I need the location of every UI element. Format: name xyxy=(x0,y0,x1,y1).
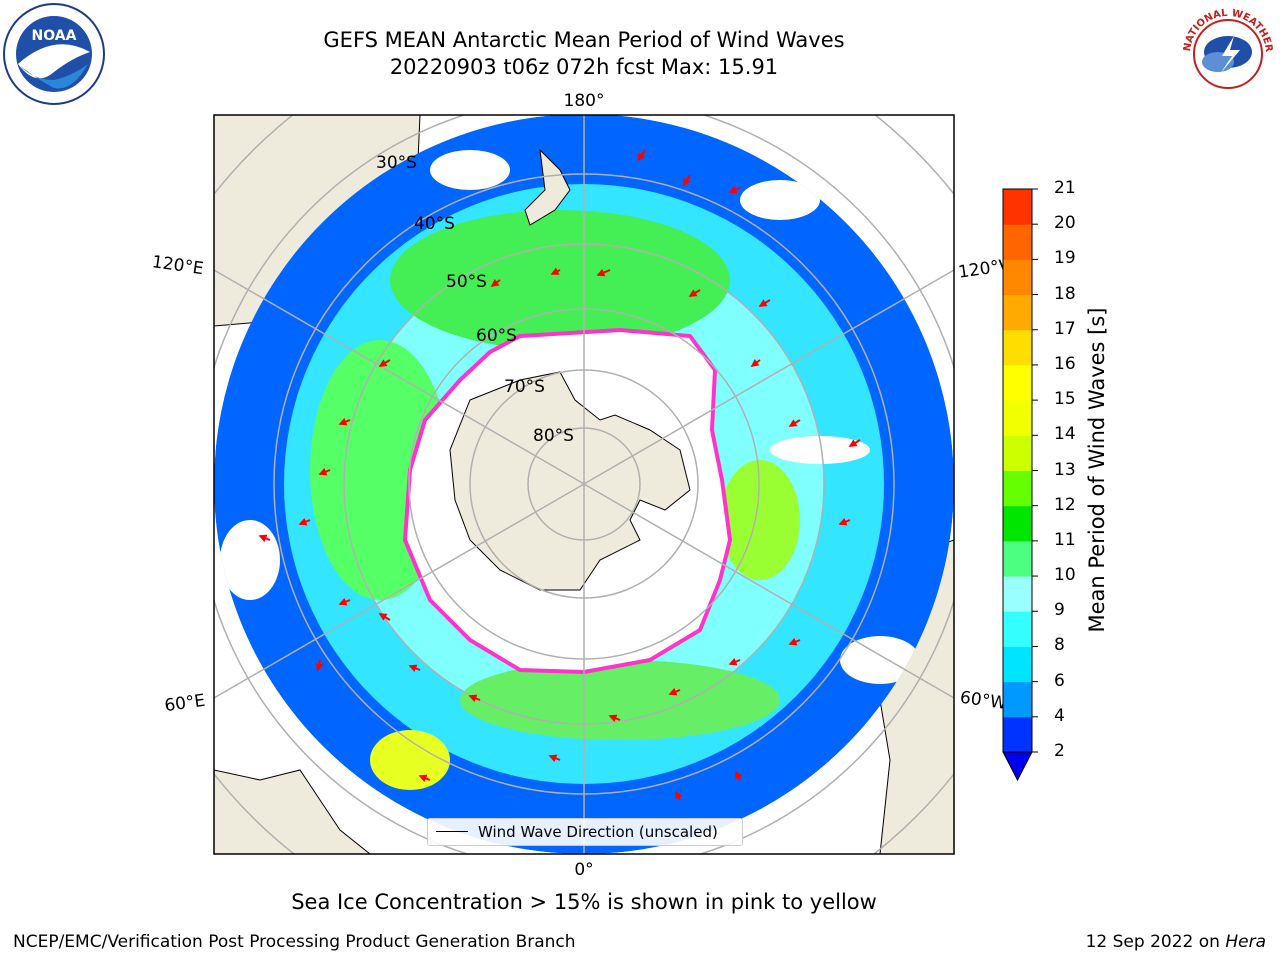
new-zealand-land xyxy=(524,148,571,226)
map-legend: Wind Wave Direction (unscaled) xyxy=(427,818,743,846)
colorbar-tick-label: 18 xyxy=(1054,283,1076,304)
colorbar-segment xyxy=(1003,259,1032,296)
lon-label-0: 0° xyxy=(574,860,593,880)
lat-label-70s: 70°S xyxy=(504,377,545,397)
ocean-white-gap-4 xyxy=(770,436,870,464)
colorbar-segment xyxy=(1003,189,1032,225)
colorbar-tick-label: 10 xyxy=(1054,565,1076,586)
colorbar-segment xyxy=(1003,294,1032,331)
colorbar-tick-label: 21 xyxy=(1054,178,1076,198)
colorbar-extend-triangle xyxy=(1002,751,1033,782)
colorbar-segment xyxy=(1003,435,1032,471)
legend-line-sample xyxy=(436,831,468,832)
colorbar-tick-label: 19 xyxy=(1054,248,1076,269)
lat-label-50s: 50°S xyxy=(446,272,487,292)
footer-credit: NCEP/EMC/Verification Post Processing Pr… xyxy=(13,932,576,952)
svg-text:NOAA: NOAA xyxy=(32,28,77,44)
colorbar-segment xyxy=(1003,576,1032,612)
nws-logo: NATIONAL WEATHER SERVICE xyxy=(1176,2,1278,104)
colorbar-title: Mean Period of Wind Waves [s] xyxy=(1085,307,1109,633)
colorbar-segment xyxy=(1003,681,1032,718)
colorbar-tick-label: 2 xyxy=(1054,741,1065,761)
ocean-yellow-patch xyxy=(370,730,450,790)
graticule xyxy=(214,115,954,854)
chart-title: GEFS MEAN Antarctic Mean Period of Wind … xyxy=(323,28,845,52)
lon-label-120e: 120°E xyxy=(151,252,205,279)
colorbar-tick-label: 9 xyxy=(1054,600,1065,621)
legend-entry: Wind Wave Direction (unscaled) xyxy=(478,823,718,841)
colorbar-tick-label: 8 xyxy=(1054,635,1065,656)
colorbar xyxy=(1002,188,1038,782)
lat-label-80s: 80°S xyxy=(533,426,574,446)
colorbar-segment xyxy=(1003,505,1032,542)
colorbar-tick-label: 14 xyxy=(1054,424,1076,445)
colorbar-segment xyxy=(1003,400,1032,436)
ocean-green-band-right xyxy=(720,460,800,580)
footer-date-text: 12 Sep 2022 on xyxy=(1085,932,1226,952)
lat-label-40s: 40°S xyxy=(414,214,455,234)
colorbar-tick-label: 13 xyxy=(1054,459,1076,480)
colorbar-segment xyxy=(1003,364,1032,401)
ocean-white-gap-1 xyxy=(430,150,510,190)
colorbar-segment xyxy=(1003,329,1032,366)
colorbar-tick-label: 17 xyxy=(1054,318,1076,339)
lon-label-60w: 60°W xyxy=(959,688,1008,714)
lat-label-30s: 30°S xyxy=(376,153,417,173)
colorbar-tick-label: 15 xyxy=(1054,389,1076,410)
chart-subtitle: 20220903 t06z 072h fcst Max: 15.91 xyxy=(389,55,779,79)
ocean-white-gap-3 xyxy=(220,520,280,600)
lat-label-60s: 60°S xyxy=(476,326,517,346)
colorbar-segment xyxy=(1003,470,1032,507)
colorbar-segment xyxy=(1003,540,1032,577)
colorbar-tick-label: 16 xyxy=(1054,353,1076,374)
colorbar-segment xyxy=(1003,611,1032,647)
colorbar-tick-label: 6 xyxy=(1054,670,1065,691)
noaa-logo: NOAA xyxy=(3,3,105,105)
colorbar-tick-label: 20 xyxy=(1054,213,1076,234)
colorbar-tick-label: 12 xyxy=(1054,494,1076,515)
sea-ice-caption: Sea Ice Concentration > 15% is shown in … xyxy=(291,890,877,914)
ocean-white-gap-5 xyxy=(840,636,920,684)
colorbar-tick-label: 11 xyxy=(1054,529,1076,550)
lon-label-60e: 60°E xyxy=(163,691,206,716)
lon-label-180: 180° xyxy=(564,91,605,111)
map-frame xyxy=(213,114,955,855)
footer-date: 12 Sep 2022 on Hera xyxy=(1086,932,1266,952)
footer-host: Hera xyxy=(1225,932,1266,952)
ocean-white-gap-2 xyxy=(740,180,820,220)
colorbar-segment xyxy=(1003,224,1032,260)
ocean-green-band-top xyxy=(390,210,730,350)
colorbar-segment xyxy=(1003,646,1032,683)
wind-arrows xyxy=(258,149,861,801)
colorbar-tick-label: 4 xyxy=(1054,705,1065,726)
colorbar-segment xyxy=(1003,716,1032,753)
